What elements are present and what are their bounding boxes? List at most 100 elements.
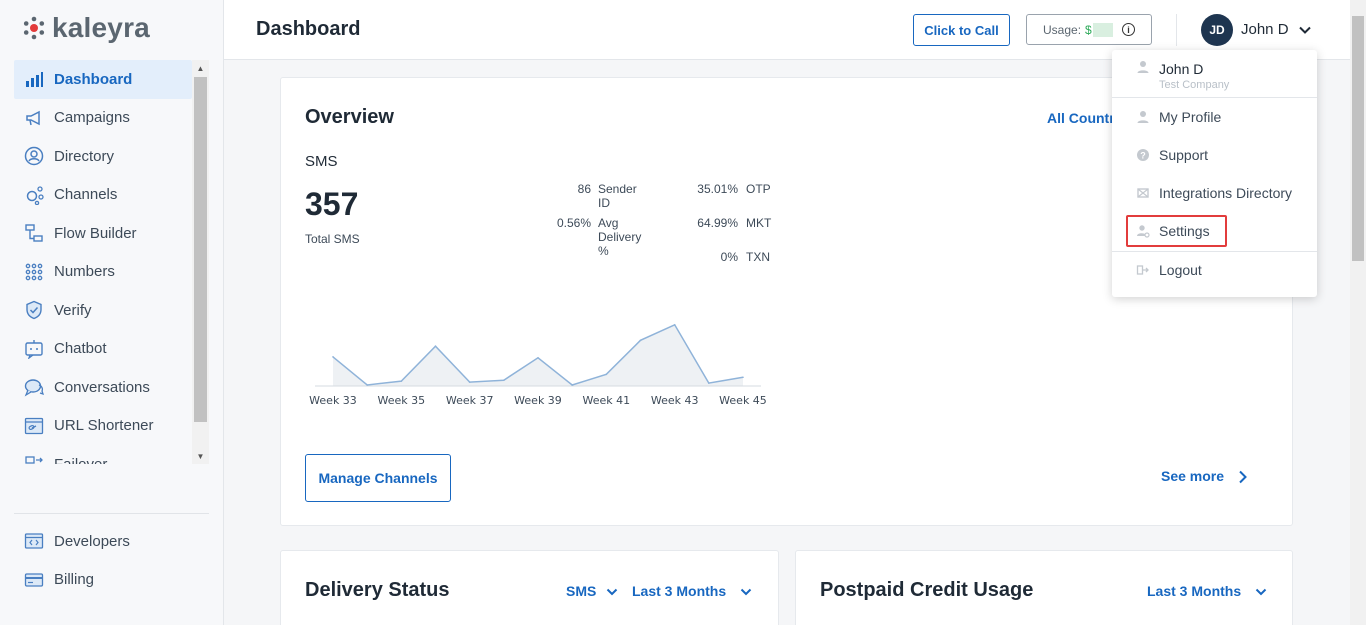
- page-scrollbar-thumb[interactable]: [1352, 16, 1364, 261]
- sidebar-item-label: Directory: [54, 147, 115, 165]
- chevron-right-icon: [1239, 471, 1247, 484]
- dropdown-company: Test Company: [1159, 79, 1230, 91]
- logout-icon: [1136, 263, 1150, 277]
- stat-label: Sender ID: [598, 182, 637, 210]
- postpaid-period-dropdown[interactable]: Last 3 Months: [1147, 583, 1267, 599]
- stat-value: 64.99%: [697, 216, 738, 230]
- sidebar-divider: [14, 513, 209, 514]
- sidebar-scrollbar[interactable]: ▲ ▼: [192, 60, 209, 464]
- kaleyra-logo-icon: [22, 16, 46, 40]
- chart-tick-label: Week 43: [651, 394, 699, 407]
- usage-label: Usage:: [1043, 22, 1082, 37]
- stat-value: 0.56%: [556, 216, 591, 230]
- chart-point[interactable]: [468, 381, 471, 383]
- channels-icon: [24, 185, 44, 205]
- chevron-down-icon: [740, 589, 752, 596]
- menu-item-settings[interactable]: Settings: [1112, 212, 1317, 250]
- chevron-down-icon: [607, 589, 618, 596]
- megaphone-icon: [24, 108, 44, 128]
- menu-item-integrations-directory[interactable]: Integrations Directory: [1112, 174, 1317, 212]
- sidebar-item-label: URL Shortener: [54, 417, 154, 435]
- brand-name: kaleyra: [52, 12, 150, 43]
- code-icon: [24, 531, 44, 551]
- overview-title: Overview: [305, 106, 394, 128]
- svg-text:?: ?: [1140, 151, 1146, 161]
- sidebar-item-label: Verify: [54, 301, 92, 319]
- sidebar-item-verify[interactable]: Verify: [14, 291, 192, 330]
- user-settings-icon: [1136, 224, 1150, 238]
- sidebar-item-billing[interactable]: Billing: [14, 561, 192, 600]
- sidebar-nav: Dashboard Campaigns Directory Channels F…: [14, 60, 209, 464]
- delivery-channel-dropdown[interactable]: SMS: [566, 583, 618, 599]
- chart-point[interactable]: [742, 376, 744, 379]
- info-icon[interactable]: i: [1122, 23, 1135, 36]
- sidebar-item-flow-builder[interactable]: Flow Builder: [14, 214, 192, 253]
- sidebar-item-chatbot[interactable]: Chatbot: [14, 330, 192, 369]
- usage-widget[interactable]: Usage: $ i: [1026, 14, 1152, 45]
- chart-area-fill: [333, 324, 743, 386]
- sidebar-item-dashboard[interactable]: Dashboard: [14, 60, 192, 99]
- dropdown-user-info: John D Test Company: [1112, 50, 1317, 98]
- brand-logo[interactable]: kaleyra: [22, 12, 150, 44]
- menu-item-logout[interactable]: Logout: [1112, 251, 1317, 289]
- sidebar-item-label: Billing: [54, 571, 95, 589]
- sidebar-item-label: Failover: [54, 456, 107, 464]
- chart-point[interactable]: [366, 384, 368, 386]
- user-menu-name[interactable]: John D: [1241, 21, 1289, 38]
- chart-point[interactable]: [673, 324, 676, 326]
- sidebar-item-url-shortener[interactable]: URL Shortener: [14, 407, 192, 446]
- sms-trend-chart: Week 33 Week 35 Week 37 Week 39 Week 41 Week …: [309, 323, 767, 407]
- chart-tick-label: Week 39: [514, 394, 562, 407]
- chart-point[interactable]: [537, 357, 539, 359]
- chart-point[interactable]: [605, 373, 608, 376]
- link-icon: [24, 416, 44, 436]
- sidebar-item-developers[interactable]: Developers: [14, 522, 192, 561]
- menu-item-label: Settings: [1159, 223, 1210, 239]
- sidebar-item-directory[interactable]: Directory: [14, 137, 192, 176]
- chart-point[interactable]: [639, 339, 642, 342]
- help-icon: ?: [1136, 148, 1150, 162]
- chart-point[interactable]: [332, 356, 334, 358]
- chart-point[interactable]: [708, 382, 710, 384]
- user-icon: [1136, 110, 1150, 124]
- country-filter[interactable]: All Countri: [1047, 110, 1119, 126]
- chart-tick-label: Week 45: [719, 394, 767, 407]
- chart-point[interactable]: [571, 384, 573, 386]
- scroll-up-arrow-icon[interactable]: ▲: [196, 63, 205, 73]
- stat-value: 35.01%: [697, 182, 738, 196]
- scroll-down-arrow-icon[interactable]: ▼: [196, 451, 205, 461]
- chat-bubbles-icon: [24, 377, 44, 397]
- sidebar-item-label: Conversations: [54, 378, 150, 396]
- dropdown-divider: [1112, 251, 1317, 252]
- delivery-period-dropdown[interactable]: Last 3 Months: [632, 583, 752, 599]
- chart-point[interactable]: [503, 379, 505, 381]
- stat-value: 86: [577, 182, 591, 196]
- settings-highlight-box: [1126, 215, 1227, 247]
- sidebar-item-label: Channels: [54, 186, 118, 204]
- dropdown-user-name: John D: [1159, 61, 1204, 77]
- page-scrollbar[interactable]: [1350, 0, 1366, 625]
- chart-point[interactable]: [400, 380, 403, 382]
- sidebar-item-failover[interactable]: Failover: [14, 445, 192, 464]
- chevron-down-icon[interactable]: [1297, 22, 1313, 38]
- click-to-call-button[interactable]: Click to Call: [913, 14, 1010, 46]
- failover-icon: [24, 454, 44, 464]
- sidebar-item-campaigns[interactable]: Campaigns: [14, 99, 192, 138]
- chart-point[interactable]: [434, 345, 437, 347]
- stat-label: Avg Delivery %: [598, 216, 642, 258]
- sidebar-item-channels[interactable]: Channels: [14, 176, 192, 215]
- sidebar-item-conversations[interactable]: Conversations: [14, 368, 192, 407]
- sidebar-item-label: Dashboard: [54, 70, 133, 88]
- avatar[interactable]: JD: [1201, 14, 1233, 46]
- menu-item-support[interactable]: ? Support: [1112, 136, 1317, 174]
- sidebar-item-numbers[interactable]: Numbers: [14, 253, 192, 292]
- scrollbar-thumb[interactable]: [194, 77, 207, 422]
- see-more-link[interactable]: See more: [1161, 468, 1250, 484]
- menu-item-label: My Profile: [1159, 109, 1222, 125]
- stat-label: MKT: [746, 216, 772, 230]
- total-sms-value: 357: [305, 186, 359, 222]
- sidebar-item-label: Numbers: [54, 263, 115, 281]
- menu-item-my-profile[interactable]: My Profile: [1112, 98, 1317, 136]
- manage-channels-button[interactable]: Manage Channels: [305, 454, 451, 502]
- user-dropdown-menu: John D Test Company My Profile ? Support…: [1112, 50, 1317, 297]
